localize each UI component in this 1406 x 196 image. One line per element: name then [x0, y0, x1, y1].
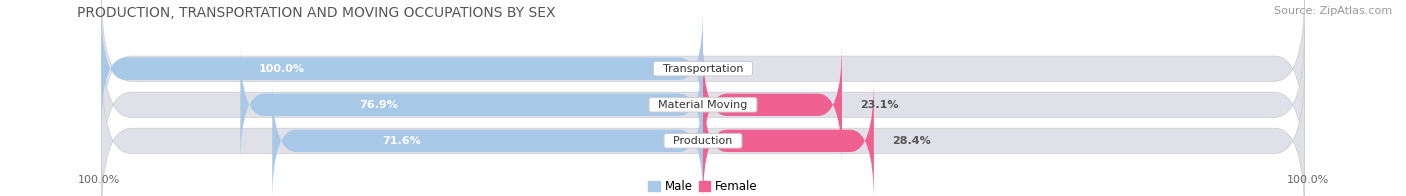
Legend: Male, Female: Male, Female: [644, 176, 762, 196]
Text: Transportation: Transportation: [655, 64, 751, 74]
Text: 100.0%: 100.0%: [77, 175, 120, 185]
Text: 100.0%: 100.0%: [259, 64, 305, 74]
Text: Material Moving: Material Moving: [651, 100, 755, 110]
Text: Source: ZipAtlas.com: Source: ZipAtlas.com: [1274, 6, 1392, 16]
FancyBboxPatch shape: [703, 80, 875, 196]
Text: 0.0%: 0.0%: [721, 64, 752, 74]
FancyBboxPatch shape: [101, 0, 1305, 146]
Text: 100.0%: 100.0%: [1286, 175, 1329, 185]
FancyBboxPatch shape: [101, 8, 703, 130]
FancyBboxPatch shape: [703, 44, 842, 166]
FancyBboxPatch shape: [101, 27, 1305, 182]
Text: 76.9%: 76.9%: [360, 100, 398, 110]
Text: PRODUCTION, TRANSPORTATION AND MOVING OCCUPATIONS BY SEX: PRODUCTION, TRANSPORTATION AND MOVING OC…: [77, 6, 555, 20]
FancyBboxPatch shape: [101, 63, 1305, 196]
Text: 28.4%: 28.4%: [891, 136, 931, 146]
FancyBboxPatch shape: [273, 80, 703, 196]
FancyBboxPatch shape: [240, 44, 703, 166]
Text: 23.1%: 23.1%: [860, 100, 898, 110]
Text: Production: Production: [666, 136, 740, 146]
Text: 71.6%: 71.6%: [382, 136, 420, 146]
